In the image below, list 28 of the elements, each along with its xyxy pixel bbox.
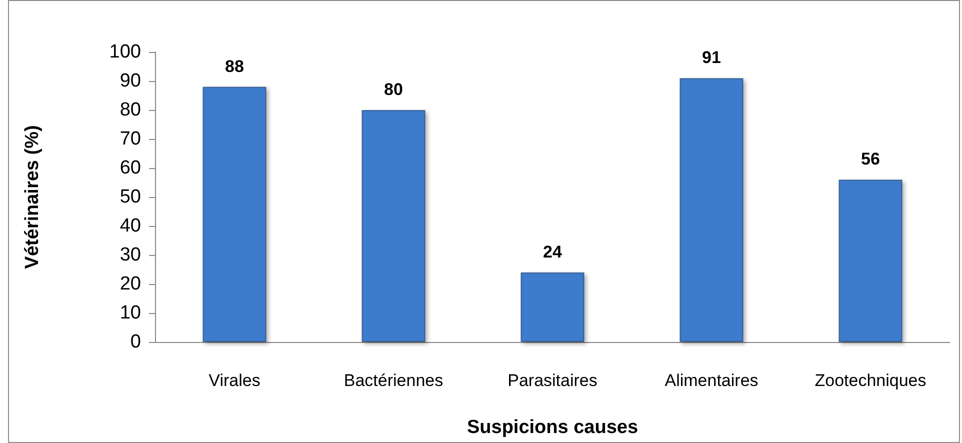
y-tick-label: 30 <box>120 244 141 266</box>
y-tick-label: 80 <box>120 100 141 120</box>
y-tick-label: 40 <box>120 216 141 236</box>
y-tick-label: 90 <box>120 70 141 92</box>
y-tick-label: 0 <box>130 332 141 352</box>
data-label: 80 <box>384 80 403 99</box>
x-tick-label: Alimentaires <box>664 371 758 390</box>
data-label: 56 <box>861 150 880 169</box>
data-label: 24 <box>543 242 562 262</box>
bar <box>202 86 266 342</box>
y-tick-label: 60 <box>120 158 141 178</box>
y-tick-label: 10 <box>120 302 141 324</box>
bar <box>680 78 744 342</box>
bar <box>362 110 426 342</box>
x-tick-label: Virales <box>208 371 260 390</box>
y-axis-title: Vétérinaires (%) <box>22 125 43 269</box>
y-tick-label: 100 <box>109 42 141 62</box>
x-tick-label: Parasitaires <box>508 371 598 390</box>
y-tick-label: 20 <box>120 274 141 294</box>
x-axis-title: Suspicions causes <box>466 417 638 438</box>
y-tick-label: 50 <box>120 186 141 208</box>
bar <box>520 272 584 342</box>
data-label: 91 <box>702 48 721 68</box>
y-tick-label: 70 <box>120 128 141 150</box>
data-label: 88 <box>225 56 244 76</box>
x-tick-label: Zootechniques <box>814 371 926 390</box>
x-tick-label: Bactériennes <box>344 371 444 390</box>
bar <box>838 180 902 342</box>
